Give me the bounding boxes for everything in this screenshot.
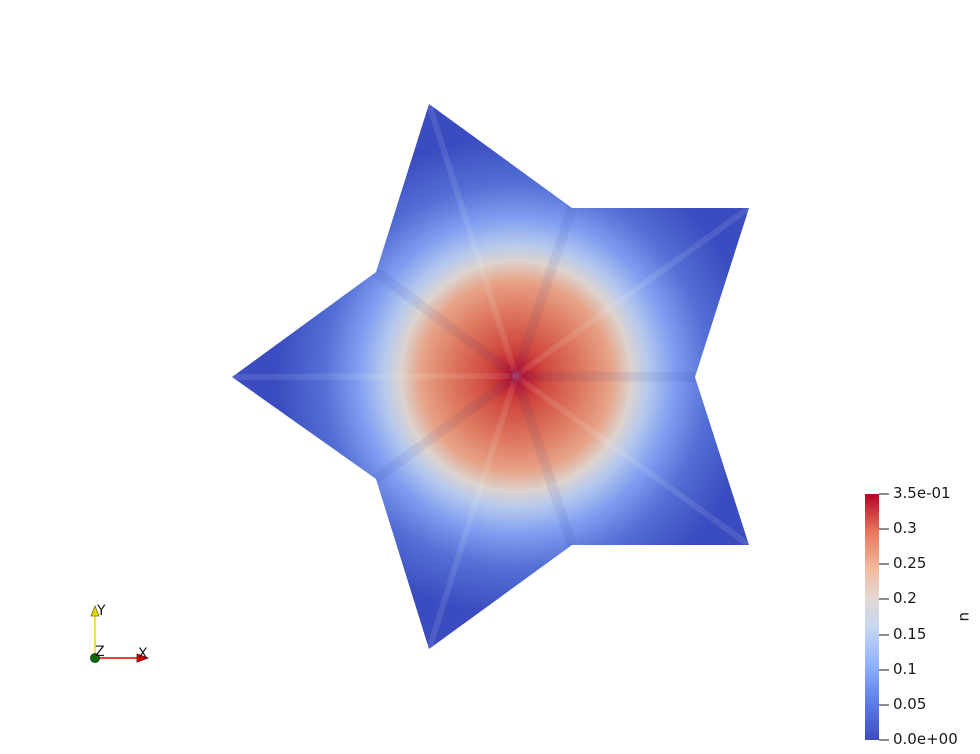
x-axis-arrow: [136, 653, 150, 663]
y-axis-arrow: [90, 604, 100, 617]
axis-label-z: Z: [95, 644, 105, 660]
colorbar-tick-label: 0.3: [893, 519, 917, 537]
orientation-axes: [90, 604, 150, 663]
colorbar-ticks: [879, 493, 889, 741]
colorbar-tick-label: 0.0e+00: [893, 730, 958, 748]
colorbar-tick-label: 0.05: [893, 695, 927, 713]
colorbar-tick-label: 0.1: [893, 660, 917, 678]
axis-label-y: Y: [97, 603, 106, 619]
colorbar-tick-label: 0.15: [893, 625, 927, 643]
z-axis-dot: [90, 653, 100, 663]
axis-label-x: X: [138, 646, 148, 662]
colorbar-gradient: [865, 494, 879, 740]
colorbar-tick-label: 3.5e-01: [893, 484, 951, 502]
colorbar-tick-label: 0.2: [893, 589, 917, 607]
colorbar-title: u: [956, 612, 974, 622]
colorbar-tick-label: 0.25: [893, 554, 927, 572]
star-mesh: [232, 104, 749, 649]
